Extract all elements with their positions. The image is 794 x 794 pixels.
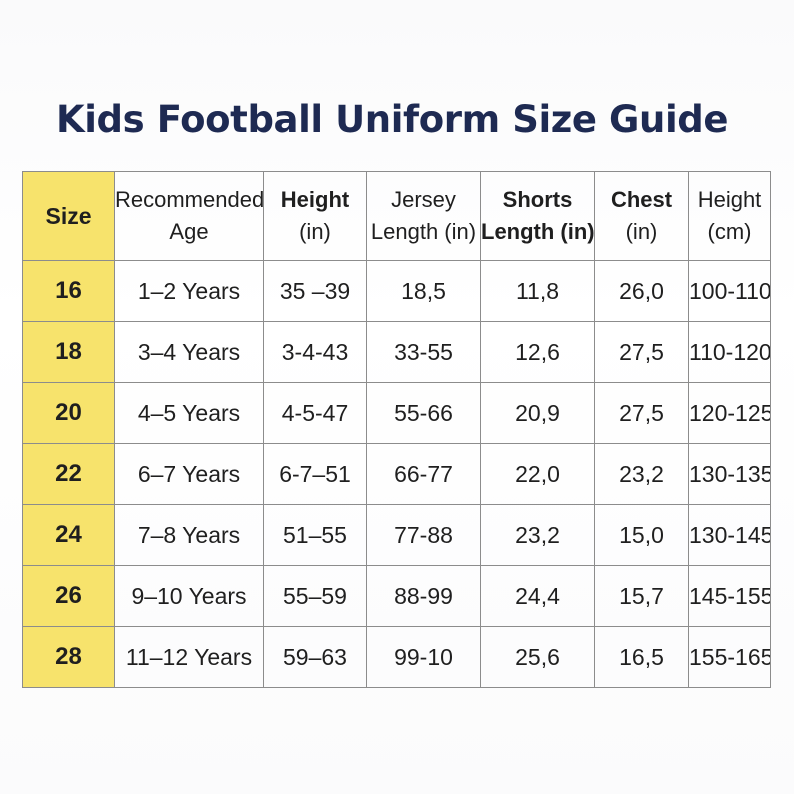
age-cell: 3–4 Years	[114, 321, 264, 383]
jersey-length-cell: 18,5	[366, 260, 481, 322]
header-recommended-age: Recommended Age	[114, 171, 264, 261]
chest-cell: 27,5	[594, 382, 689, 444]
height-in-cell: 6-7–51	[263, 443, 367, 505]
table-row: 26 9–10 Years 55–59 88-99 24,4 15,7 145-…	[22, 565, 771, 627]
shorts-length-cell: 12,6	[480, 321, 595, 383]
height-cm-cell: 100-110	[688, 260, 771, 322]
header-height-cm: Height (cm)	[688, 171, 771, 261]
size-cell: 16	[22, 260, 115, 322]
table-header-row: Size Recommended Age Height (in) Jersey …	[22, 171, 771, 261]
header-jersey-length: Jersey Length (in)	[366, 171, 481, 261]
chest-cell: 26,0	[594, 260, 689, 322]
age-cell: 11–12 Years	[114, 626, 264, 688]
height-cm-cell: 130-135	[688, 443, 771, 505]
height-cm-cell: 145-155	[688, 565, 771, 627]
page-title: Kids Football Uniform Size Guide	[56, 98, 729, 141]
table-row: 18 3–4 Years 3-4-43 33-55 12,6 27,5 110-…	[22, 321, 771, 383]
height-in-cell: 55–59	[263, 565, 367, 627]
table-row: 22 6–7 Years 6-7–51 66-77 22,0 23,2 130-…	[22, 443, 771, 505]
chest-cell: 15,0	[594, 504, 689, 566]
header-shorts-length: Shorts Length (in)	[480, 171, 595, 261]
table-row: 28 11–12 Years 59–63 99-10 25,6 16,5 155…	[22, 626, 771, 688]
jersey-length-cell: 88-99	[366, 565, 481, 627]
shorts-length-cell: 23,2	[480, 504, 595, 566]
size-cell: 26	[22, 565, 115, 627]
header-chest: Chest (in)	[594, 171, 689, 261]
shorts-length-cell: 24,4	[480, 565, 595, 627]
size-cell: 18	[22, 321, 115, 383]
age-cell: 4–5 Years	[114, 382, 264, 444]
shorts-length-cell: 25,6	[480, 626, 595, 688]
shorts-length-cell: 22,0	[480, 443, 595, 505]
height-cm-cell: 120-125	[688, 382, 771, 444]
age-cell: 1–2 Years	[114, 260, 264, 322]
table-row: 16 1–2 Years 35 –39 18,5 11,8 26,0 100-1…	[22, 260, 771, 322]
size-guide-table: Size Recommended Age Height (in) Jersey …	[22, 171, 771, 688]
shorts-length-cell: 20,9	[480, 382, 595, 444]
table-row: 24 7–8 Years 51–55 77-88 23,2 15,0 130-1…	[22, 504, 771, 566]
height-cm-cell: 110-120	[688, 321, 771, 383]
age-cell: 6–7 Years	[114, 443, 264, 505]
size-cell: 24	[22, 504, 115, 566]
height-in-cell: 35 –39	[263, 260, 367, 322]
chest-cell: 27,5	[594, 321, 689, 383]
table-row: 20 4–5 Years 4-5-47 55-66 20,9 27,5 120-…	[22, 382, 771, 444]
shorts-length-cell: 11,8	[480, 260, 595, 322]
jersey-length-cell: 99-10	[366, 626, 481, 688]
size-cell: 28	[22, 626, 115, 688]
height-cm-cell: 130-145	[688, 504, 771, 566]
size-cell: 22	[22, 443, 115, 505]
header-size: Size	[22, 171, 115, 261]
chest-cell: 15,7	[594, 565, 689, 627]
height-in-cell: 59–63	[263, 626, 367, 688]
age-cell: 9–10 Years	[114, 565, 264, 627]
header-height-in: Height (in)	[263, 171, 367, 261]
height-in-cell: 3-4-43	[263, 321, 367, 383]
jersey-length-cell: 77-88	[366, 504, 481, 566]
chest-cell: 16,5	[594, 626, 689, 688]
chest-cell: 23,2	[594, 443, 689, 505]
height-cm-cell: 155-165	[688, 626, 771, 688]
jersey-length-cell: 55-66	[366, 382, 481, 444]
age-cell: 7–8 Years	[114, 504, 264, 566]
height-in-cell: 51–55	[263, 504, 367, 566]
jersey-length-cell: 33-55	[366, 321, 481, 383]
height-in-cell: 4-5-47	[263, 382, 367, 444]
jersey-length-cell: 66-77	[366, 443, 481, 505]
size-cell: 20	[22, 382, 115, 444]
